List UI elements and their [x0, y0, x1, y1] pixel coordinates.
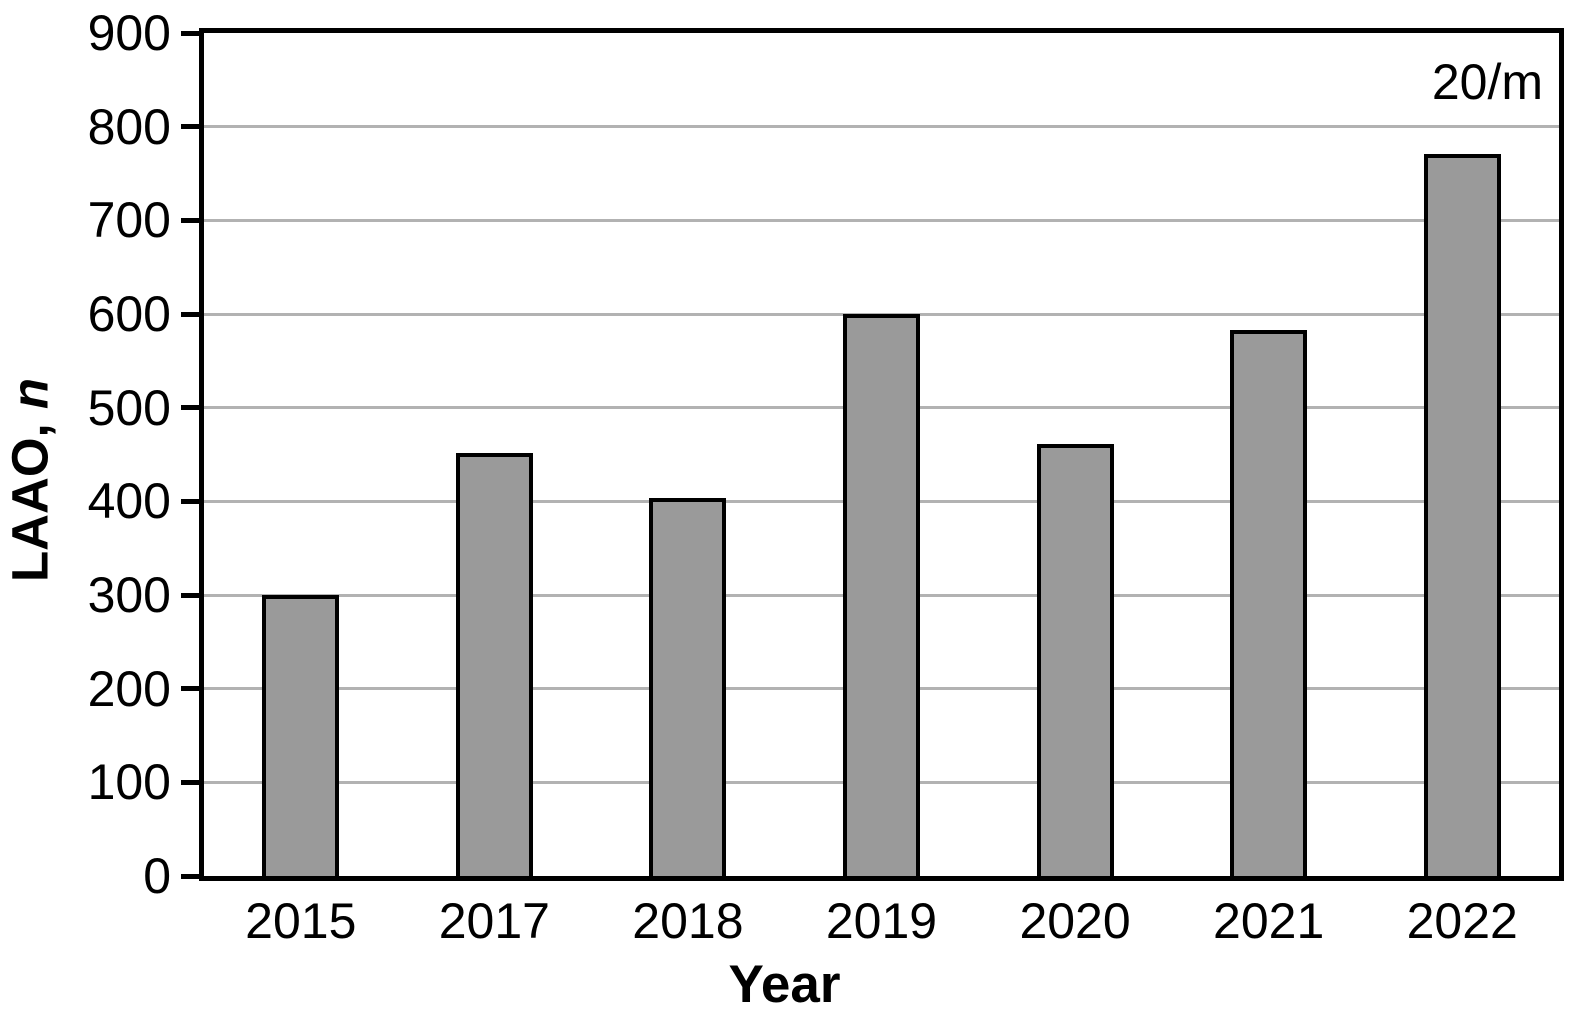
bar-2018: [649, 498, 727, 876]
y-tick-800: [181, 124, 200, 130]
y-tick-label-600: 600: [87, 286, 171, 342]
y-tick-label-300: 300: [87, 567, 171, 623]
y-tick-400: [181, 498, 200, 504]
y-tick-label-0: 0: [143, 848, 171, 904]
y-tick-label-100: 100: [87, 754, 171, 811]
bar-2020: [1036, 444, 1114, 876]
bar-2015: [262, 595, 340, 876]
bar-2017: [455, 453, 533, 876]
x-tick-label-2017: 2017: [438, 893, 550, 949]
y-tick-label-500: 500: [87, 379, 171, 436]
bar-2022: [1423, 154, 1501, 876]
y-axis-title-n: n: [1, 378, 59, 410]
x-tick-label-2015: 2015: [245, 893, 357, 949]
y-tick-label-700: 700: [87, 192, 171, 249]
x-axis-title: Year: [728, 955, 841, 1012]
x-tick-label-2022: 2022: [1406, 893, 1518, 949]
y-axis-title-text: LAAO,: [1, 409, 59, 582]
gridline-700: [204, 218, 1559, 222]
x-tick-label-2021: 2021: [1213, 893, 1325, 949]
y-tick-900: [181, 30, 200, 36]
bar-2021: [1230, 330, 1308, 876]
y-tick-300: [181, 592, 200, 598]
y-tick-200: [181, 686, 200, 692]
y-tick-100: [181, 779, 200, 785]
x-tick-label-2019: 2019: [825, 893, 938, 949]
plot-area: 20/m 0 100 200 300 400 500 600 700 800 900 2015 201…: [88, 8, 1564, 946]
y-tick-label-200: 200: [87, 660, 171, 717]
y-tick-label-400: 400: [87, 473, 171, 530]
gridline-800: [204, 125, 1559, 129]
bar-2019: [843, 314, 920, 876]
annotation-label: 20/m: [1431, 54, 1543, 110]
y-tick-600: [181, 311, 200, 317]
y-tick-0: [181, 873, 200, 879]
x-tick-label-2018: 2018: [632, 893, 744, 949]
y-tick-label-900: 900: [87, 5, 171, 61]
y-tick-700: [181, 217, 200, 223]
x-tick-label-2020: 2020: [1019, 893, 1131, 949]
y-tick-500: [181, 405, 200, 411]
y-axis-title: LAAO, n: [1, 378, 59, 582]
y-tick-label-800: 800: [87, 98, 171, 155]
